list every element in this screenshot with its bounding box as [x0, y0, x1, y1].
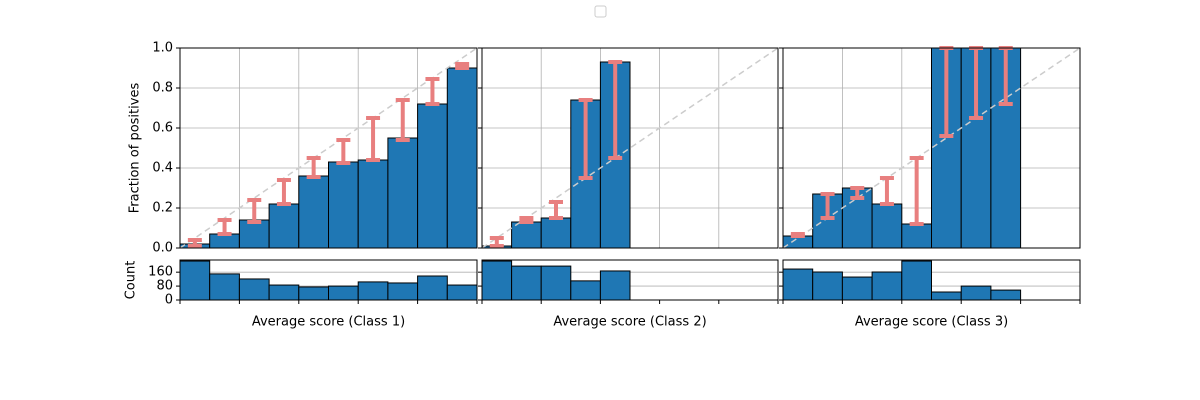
- error-bar: [247, 198, 262, 224]
- bar: [357, 159, 389, 249]
- axes-frame: [782, 259, 1081, 301]
- bar: [357, 281, 389, 301]
- error-bar: [366, 116, 381, 162]
- error-bar: [306, 156, 321, 179]
- bar: [328, 285, 359, 301]
- error-bar: [425, 77, 440, 106]
- error-bar: [850, 186, 865, 200]
- error-bar: [879, 176, 894, 206]
- bar: [901, 260, 932, 301]
- bar: [298, 175, 329, 249]
- bar: [990, 289, 1022, 301]
- bar: [782, 268, 814, 301]
- bar: [960, 285, 992, 301]
- bar: [268, 203, 300, 249]
- axes-frame: [481, 259, 779, 301]
- axes-frame: [179, 47, 478, 249]
- error-bar: [276, 178, 291, 206]
- bar: [901, 223, 932, 249]
- bar: [812, 271, 843, 301]
- error-bar: [217, 218, 232, 236]
- axes-frame: [481, 47, 779, 249]
- error-bar: [455, 62, 470, 70]
- bar: [931, 291, 962, 301]
- x-axis-label: Average score (Class 3): [855, 315, 1008, 330]
- y-tick-label: 0.6: [152, 121, 173, 136]
- y-tick-label: 0.0: [152, 241, 173, 256]
- error-bar: [187, 238, 202, 248]
- error-bar: [578, 98, 593, 180]
- bar: [511, 265, 542, 301]
- error-bar: [909, 156, 924, 226]
- error-bar: [336, 138, 351, 165]
- error-bar: [549, 200, 563, 220]
- bar: [417, 103, 448, 249]
- bar: [540, 265, 572, 301]
- y-tick-label: 1.0: [152, 41, 173, 56]
- axes-frame: [782, 47, 1081, 249]
- bar: [238, 278, 270, 301]
- bar: [871, 271, 903, 301]
- error-bar: [395, 98, 410, 142]
- bar: [446, 284, 478, 301]
- bar: [481, 260, 513, 301]
- bar: [417, 275, 448, 301]
- y-tick-label: 0.4: [152, 161, 173, 176]
- legend-box: [594, 5, 607, 18]
- bar: [570, 280, 601, 301]
- bar: [446, 67, 478, 249]
- bar: [179, 260, 211, 301]
- y-tick-label: 0.8: [152, 81, 173, 96]
- bar: [540, 217, 572, 249]
- bar: [387, 282, 419, 301]
- y-tick-label: 160: [148, 265, 173, 280]
- error-bar: [820, 192, 835, 220]
- y-axis-label: Count: [124, 261, 139, 300]
- x-axis-label: Average score (Class 1): [252, 315, 405, 330]
- y-axis-label: Fraction of positives: [128, 83, 143, 214]
- bar: [328, 161, 359, 249]
- y-tick-label: 0.2: [152, 201, 173, 216]
- bar: [871, 203, 903, 249]
- bar: [599, 270, 631, 301]
- error-bar: [608, 60, 623, 160]
- y-tick-label: 0: [165, 293, 173, 308]
- bar: [298, 286, 329, 301]
- bar: [841, 276, 873, 301]
- y-tick-label: 80: [156, 279, 173, 294]
- bar: [238, 219, 270, 249]
- axes-frame: [179, 259, 478, 301]
- error-bar: [489, 236, 504, 248]
- error-bar: [519, 216, 534, 224]
- bar: [209, 273, 240, 301]
- bar: [268, 284, 300, 301]
- error-bar: [790, 232, 805, 238]
- bar: [387, 137, 419, 249]
- bar: [209, 233, 240, 249]
- x-axis-label: Average score (Class 2): [553, 315, 706, 330]
